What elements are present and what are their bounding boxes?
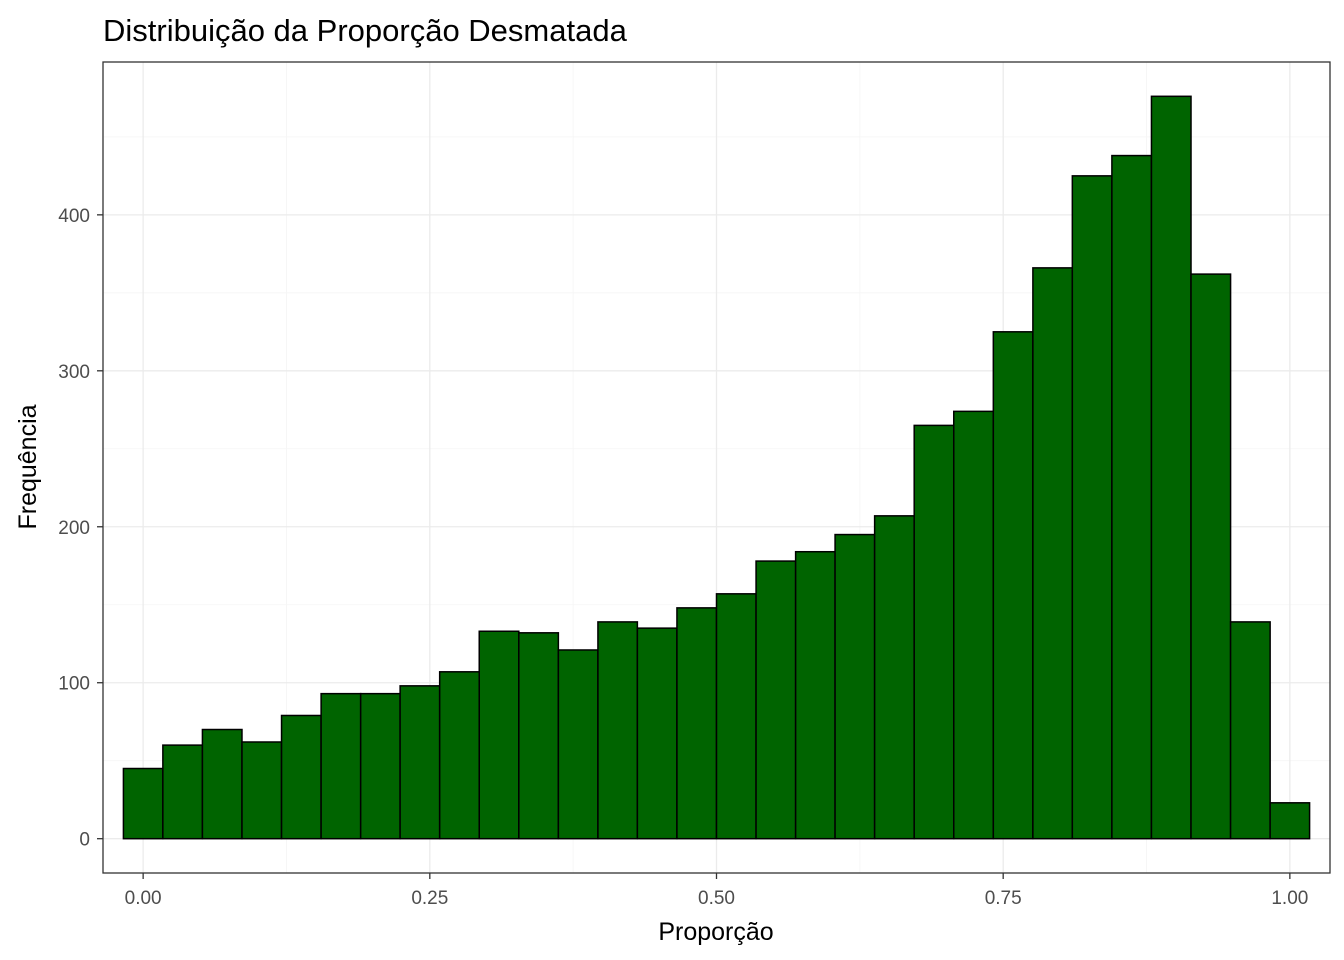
histogram-bar xyxy=(953,410,995,840)
x-axis-title: Proporção xyxy=(658,918,773,946)
histogram-bar xyxy=(122,767,164,840)
y-tick-label: 100 xyxy=(58,674,90,695)
histogram-bar xyxy=(1111,154,1153,840)
histogram-bar xyxy=(241,741,283,840)
x-tick-label: 0.25 xyxy=(411,888,448,909)
histogram-bar xyxy=(1032,267,1074,840)
histogram-bar xyxy=(834,533,876,840)
x-tick-label: 0.00 xyxy=(125,888,162,909)
chart-title: Distribuição da Proporção Desmatada xyxy=(103,13,628,48)
x-tick-label: 1.00 xyxy=(1271,888,1308,909)
histogram-bar xyxy=(438,671,480,840)
histogram-bar xyxy=(1269,802,1311,840)
histogram-bar xyxy=(201,728,243,840)
histogram-bar xyxy=(1071,175,1113,840)
y-tick-label: 200 xyxy=(58,518,90,539)
histogram-bar xyxy=(715,593,757,840)
histogram-bar xyxy=(794,550,836,840)
y-tick-label: 300 xyxy=(58,362,90,383)
histogram-bar xyxy=(913,424,955,840)
histogram-bar xyxy=(992,331,1034,840)
histogram-bar xyxy=(557,649,599,840)
histogram-bar xyxy=(676,607,718,840)
histogram-bar xyxy=(1229,621,1271,840)
y-axis-title: Frequência xyxy=(14,404,42,529)
histogram-bar xyxy=(320,692,362,840)
histogram-bar xyxy=(1190,273,1232,840)
histogram-bar xyxy=(359,692,401,840)
histogram-bar xyxy=(280,714,322,840)
y-tick-label: 0 xyxy=(79,830,90,851)
histogram-bar xyxy=(755,560,797,840)
histogram-bar xyxy=(597,621,639,840)
histogram-bar xyxy=(399,685,441,840)
x-tick-label: 0.50 xyxy=(698,888,735,909)
histogram-bar xyxy=(162,744,204,840)
histogram-bar xyxy=(1150,95,1192,840)
histogram-bar xyxy=(636,627,678,840)
y-tick-label: 400 xyxy=(58,206,90,227)
histogram-bar xyxy=(518,632,560,840)
axes: 0.00 0.25 0.50 0.75 1.00 0 100 200 300 400 xyxy=(58,206,1308,909)
x-tick-label: 0.75 xyxy=(985,888,1022,909)
histogram-bar xyxy=(478,630,520,840)
histogram-bars xyxy=(122,95,1311,840)
histogram-bar xyxy=(873,515,915,840)
